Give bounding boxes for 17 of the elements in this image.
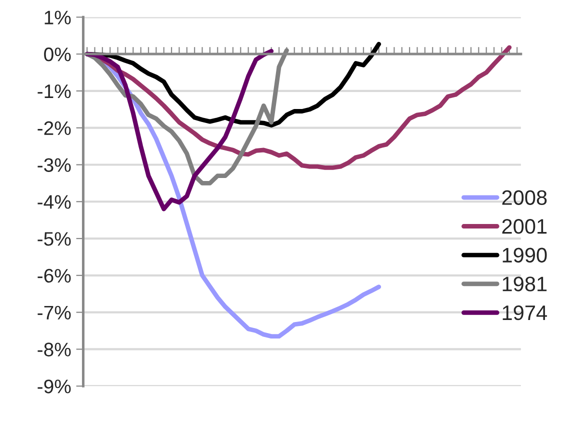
y-tick-label: -1%: [38, 84, 71, 98]
y-tick-label: 0%: [44, 48, 71, 62]
y-tick-label: -4%: [38, 195, 71, 209]
legend-label: 1974: [502, 305, 547, 320]
y-tick-label: -6%: [38, 268, 71, 283]
legend-label: 1990: [502, 248, 547, 263]
legend-label: 1981: [502, 276, 547, 292]
y-tick-label: -7%: [38, 306, 71, 320]
legend-label: 2001: [502, 219, 547, 234]
y-tick-label: -9%: [38, 380, 71, 394]
legend-label: 2008: [502, 190, 547, 205]
y-tick-label: -5%: [38, 232, 71, 246]
y-tick-label: -2%: [38, 121, 71, 136]
y-tick-label: -8%: [38, 342, 71, 356]
line-series: [84, 48, 274, 212]
y-tick-label: -3%: [38, 158, 71, 172]
y-tick-label: 1%: [44, 10, 71, 24]
